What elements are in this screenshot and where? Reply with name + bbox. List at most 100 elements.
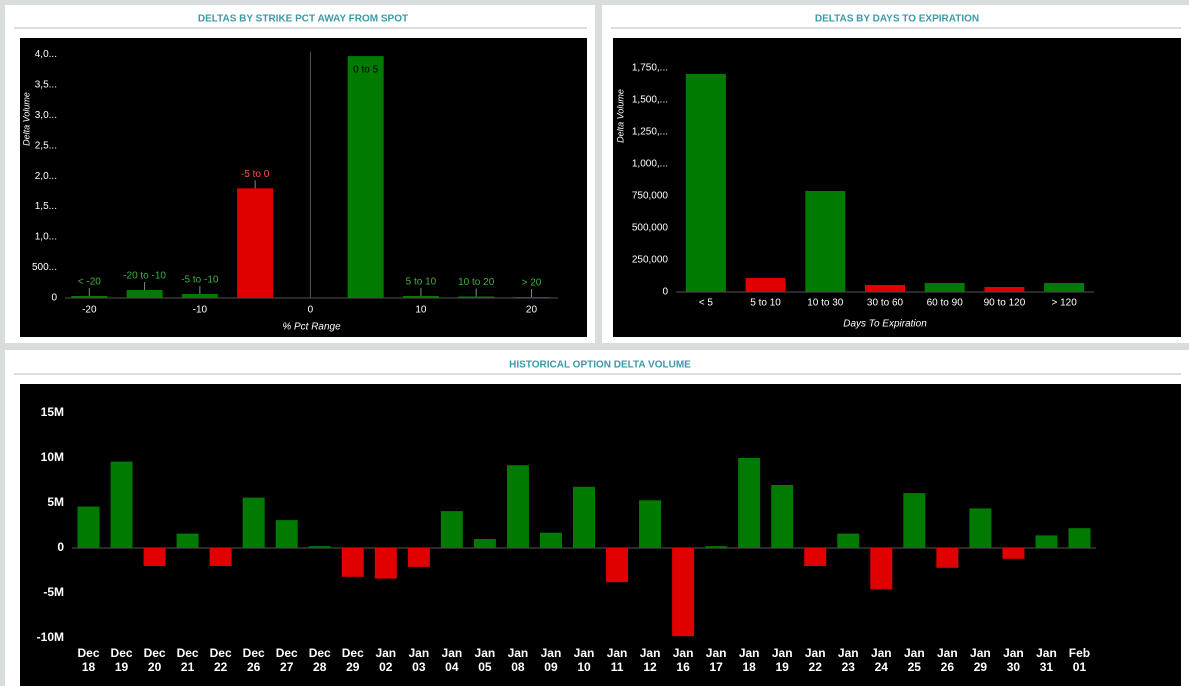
y-tick-label: 2,5... (35, 140, 57, 151)
x-axis-title: Days To Expiration (843, 319, 927, 330)
bar (181, 293, 218, 298)
bar (126, 290, 163, 298)
x-tick-label: -20 (82, 305, 97, 316)
x-tick-label: Jan 08 (507, 646, 529, 674)
x-tick-label: Dec 27 (275, 646, 298, 674)
data-label: > 20 (522, 278, 542, 289)
x-tick-label: 60 to 90 (927, 298, 964, 309)
x-tick-label: Jan 04 (441, 646, 463, 674)
x-tick-label: Dec 20 (143, 646, 166, 674)
x-tick-label: 90 to 120 (984, 298, 1026, 309)
bar (804, 548, 827, 566)
data-label: -5 to 0 (241, 169, 270, 180)
x-tick-label: Jan 17 (705, 646, 727, 674)
x-tick-label: Jan 31 (1036, 646, 1057, 674)
x-tick-label: Dec 19 (110, 646, 133, 674)
x-tick-label: Jan 10 (573, 646, 595, 674)
x-tick-label: 10 to 30 (807, 298, 844, 309)
x-tick-label: Jan 24 (870, 646, 892, 674)
bar (870, 548, 893, 590)
data-label: < -20 (78, 277, 102, 288)
y-tick-label: 10M (41, 450, 64, 464)
y-tick-label: 1,5... (35, 201, 57, 212)
bar (1068, 528, 1091, 548)
x-tick-label: Jan 25 (903, 646, 925, 674)
x-tick-label: Dec 18 (77, 646, 100, 674)
y-tick-label: 3,5... (35, 79, 57, 90)
bar (458, 296, 495, 298)
x-tick-label: 30 to 60 (867, 298, 904, 309)
bar (110, 461, 133, 548)
y-tick-label: 1,750,... (632, 63, 668, 74)
x-tick-label: Jan 16 (672, 646, 694, 674)
bar (275, 520, 298, 548)
bar (407, 548, 430, 567)
bar (1035, 535, 1058, 548)
bar (903, 493, 926, 548)
bar (924, 283, 965, 292)
bar (347, 56, 384, 298)
bar (242, 497, 265, 548)
x-tick-label: > 120 (1051, 298, 1077, 309)
x-tick-label: Jan 19 (771, 646, 793, 674)
x-tick-label: Jan 03 (408, 646, 430, 674)
bar (402, 295, 439, 298)
y-tick-label: -5M (43, 585, 64, 599)
y-axis-title: Delta Volume (21, 92, 31, 146)
bar (440, 511, 463, 548)
x-tick-label: Dec 22 (209, 646, 232, 674)
bar (473, 539, 496, 548)
bar (745, 278, 786, 292)
data-label: 0 to 5 (353, 65, 378, 76)
bar (672, 548, 695, 637)
bar (1002, 548, 1025, 559)
bar (984, 287, 1025, 292)
x-tick-label: Jan 22 (804, 646, 826, 674)
x-tick-label: Jan 02 (375, 646, 397, 674)
chart-title: HISTORICAL OPTION DELTA VOLUME (509, 360, 691, 371)
y-tick-label: 1,500,... (632, 95, 668, 106)
bar (539, 532, 562, 548)
y-tick-label: 1,0... (35, 232, 57, 243)
bar (685, 73, 726, 293)
x-tick-label: Dec 29 (341, 646, 364, 674)
x-tick-label: Feb 01 (1068, 646, 1091, 674)
bar (176, 533, 199, 548)
x-tick-label: 0 (308, 305, 314, 316)
y-tick-label: 1,250,... (632, 127, 668, 138)
y-tick-label: 0 (662, 287, 668, 298)
bar (865, 284, 905, 292)
x-tick-label: < 5 (699, 298, 714, 309)
bar (639, 500, 662, 548)
x-tick-label: Jan 09 (540, 646, 562, 674)
y-tick-label: 4,0... (35, 49, 57, 60)
x-tick-label: 5 to 10 (750, 298, 781, 309)
bar (805, 190, 846, 292)
y-tick-label: 250,000 (632, 255, 669, 266)
x-tick-label: Jan 18 (738, 646, 760, 674)
y-tick-label: -10M (37, 630, 64, 644)
x-tick-label: Dec 28 (308, 646, 331, 674)
chart-title: DELTAS BY DAYS TO EXPIRATION (815, 14, 979, 25)
bar (308, 546, 331, 548)
data-label: 5 to 10 (406, 277, 437, 288)
x-tick-label: Jan 29 (970, 646, 991, 674)
y-tick-label: 0 (57, 540, 64, 554)
bar (705, 546, 728, 548)
bar (209, 548, 232, 566)
y-tick-label: 500... (32, 262, 57, 273)
x-tick-label: Jan 11 (606, 646, 628, 674)
x-tick-label: Jan 12 (639, 646, 661, 674)
y-tick-label: 2,0... (35, 171, 57, 182)
bar (77, 506, 100, 548)
y-tick-label: 15M (41, 405, 64, 419)
bar (837, 533, 860, 548)
x-tick-label: Jan 23 (837, 646, 859, 674)
y-tick-label: 5M (47, 495, 64, 509)
bar (738, 458, 761, 548)
x-tick-label: 10 (415, 305, 427, 316)
plot-area (20, 38, 587, 337)
x-tick-label: Jan 30 (1003, 646, 1024, 674)
